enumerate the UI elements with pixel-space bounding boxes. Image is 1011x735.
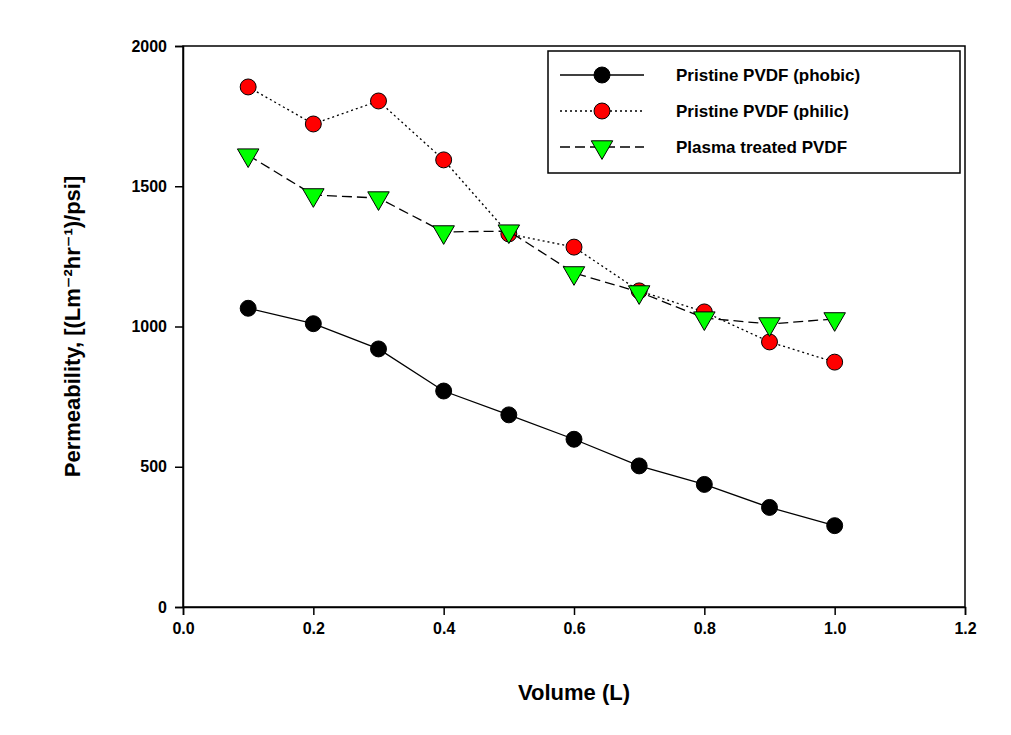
legend-box [548,51,960,173]
series-marker [371,341,387,357]
x-tick-label: 0.4 [433,620,455,637]
legend-marker [591,141,612,160]
y-axis-title: Permeability, [(Lm⁻²hr⁻¹)/psi] [60,176,85,478]
y-tick-label: 0 [158,599,167,616]
series-marker [305,316,321,332]
x-tick-label: 0.8 [694,620,716,637]
series-marker [368,192,389,211]
series-marker [759,318,780,337]
series-line [248,155,835,324]
y-tick-mark [175,607,183,609]
series-marker [305,116,321,132]
x-tick-label: 0.2 [303,620,325,637]
legend-label: Pristine PVDF (philic) [676,102,849,121]
y-tick: 1000 [131,318,183,335]
series-marker [696,476,712,492]
y-tick-mark [175,326,183,328]
x-axis: 0.0 0.2 0.4 0.6 0.8 1.0 1.2 [172,607,976,637]
y-tick-mark [175,46,183,48]
series-marker [498,225,519,244]
series-marker [240,300,256,316]
series-marker [436,152,452,168]
x-tick-label: 0.0 [172,620,194,637]
series-line [248,308,835,525]
y-tick-label: 1500 [131,178,167,195]
series-marker [762,499,778,515]
x-tick: 0.6 [563,607,585,637]
x-tick: 1.0 [824,607,846,637]
series-marker [371,93,387,109]
y-tick-label: 2000 [131,38,167,55]
x-axis-title: Volume (L) [518,680,630,705]
series-marker [694,312,715,331]
y-tick: 0 [158,599,183,616]
y-tick-label: 500 [140,458,167,475]
series-marker [628,286,649,305]
legend-marker [594,67,610,83]
legend: Pristine PVDF (phobic) Pristine PVDF (phi… [548,51,960,173]
plot-frame [183,46,965,607]
y-axis-line [175,47,184,608]
series-marker [566,431,582,447]
x-tick: 1.2 [954,607,976,637]
series-marker [824,313,845,332]
series-marker [631,458,647,474]
series-marker [436,383,452,399]
series-marker [240,79,256,95]
legend-label: Plasma treated PVDF [676,138,847,157]
x-tick-mark [704,607,706,615]
series-marker [303,189,324,208]
y-tick: 1500 [131,178,183,195]
series-marker [827,354,843,370]
y-axis: 0 500 1000 1500 2000 [131,38,183,616]
x-tick-mark [834,607,836,615]
chart: 0.0 0.2 0.4 0.6 0.8 1.0 1.2 0 500 1000 1500 2000 Vol… [0,0,1011,735]
series-marker [433,226,454,245]
legend-label: Pristine PVDF (phobic) [676,66,860,85]
x-tick: 0.8 [694,607,716,637]
x-tick-label: 1.0 [824,620,846,637]
y-tick: 500 [140,458,183,475]
x-tick-mark [313,607,315,615]
x-tick: 0.4 [433,607,455,637]
series-marker [237,149,258,168]
series-marker [827,518,843,534]
x-tick: 0.0 [172,607,194,637]
y-tick-mark [175,186,183,188]
x-tick-mark [965,607,967,615]
y-tick-mark [175,467,183,469]
x-axis-line [184,608,966,616]
x-tick-label: 1.2 [954,620,976,637]
series-marker [566,239,582,255]
x-tick-mark [443,607,445,615]
x-tick: 0.2 [303,607,325,637]
y-tick-label: 1000 [131,318,167,335]
series-marker [563,267,584,286]
y-tick: 2000 [131,38,183,55]
x-tick-mark [574,607,576,615]
x-tick-label: 0.6 [563,620,585,637]
legend-marker [594,103,610,119]
series-marker [501,407,517,423]
